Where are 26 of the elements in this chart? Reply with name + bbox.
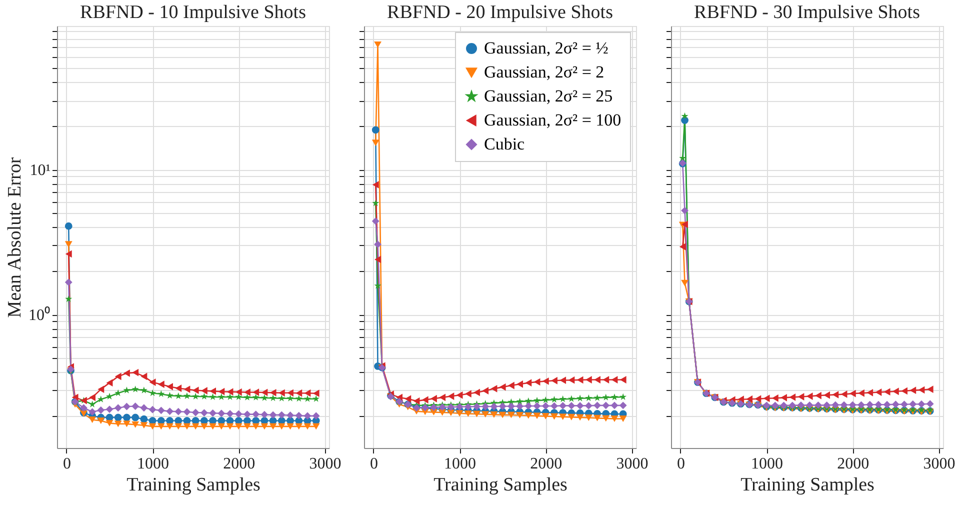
x-tick-label: 2000 — [837, 456, 870, 472]
legend-label: Gaussian, 2σ² = 25 — [484, 86, 613, 106]
chart-title: RBFND - 30 Impulsive Shots — [694, 2, 920, 23]
legend-label: Gaussian, 2σ² = ½ — [484, 38, 609, 58]
x-tick-label: 3000 — [616, 456, 648, 472]
x-tick-label: 0 — [370, 456, 378, 472]
x-tick-label: 3000 — [309, 456, 342, 472]
legend-label: Gaussian, 2σ² = 100 — [484, 110, 622, 130]
x-axis-title: Training Samples — [434, 474, 568, 496]
x-tick-label: 0 — [62, 456, 71, 472]
y-tick-label: 10¹ — [30, 162, 51, 180]
chart-title: RBFND - 20 Impulsive Shots — [387, 2, 613, 23]
y-axis-title: Mean Absolute Error — [4, 156, 26, 318]
chart-title: RBFND - 10 Impulsive Shots — [80, 2, 306, 23]
x-tick-label: 1000 — [137, 456, 170, 472]
x-tick-label: 2000 — [530, 456, 562, 472]
legend-label: Cubic — [484, 134, 526, 154]
x-axis-title: Training Samples — [740, 474, 874, 496]
x-tick-label: 1000 — [751, 456, 784, 472]
x-tick-label: 1000 — [444, 456, 476, 472]
x-axis-title: Training Samples — [126, 474, 260, 496]
x-tick-label: 2000 — [223, 456, 256, 472]
legend-label: Gaussian, 2σ² = 2 — [484, 62, 604, 82]
y-tick-label: 10⁰ — [28, 306, 50, 324]
x-tick-label: 0 — [676, 456, 685, 472]
x-tick-label: 3000 — [923, 456, 956, 472]
